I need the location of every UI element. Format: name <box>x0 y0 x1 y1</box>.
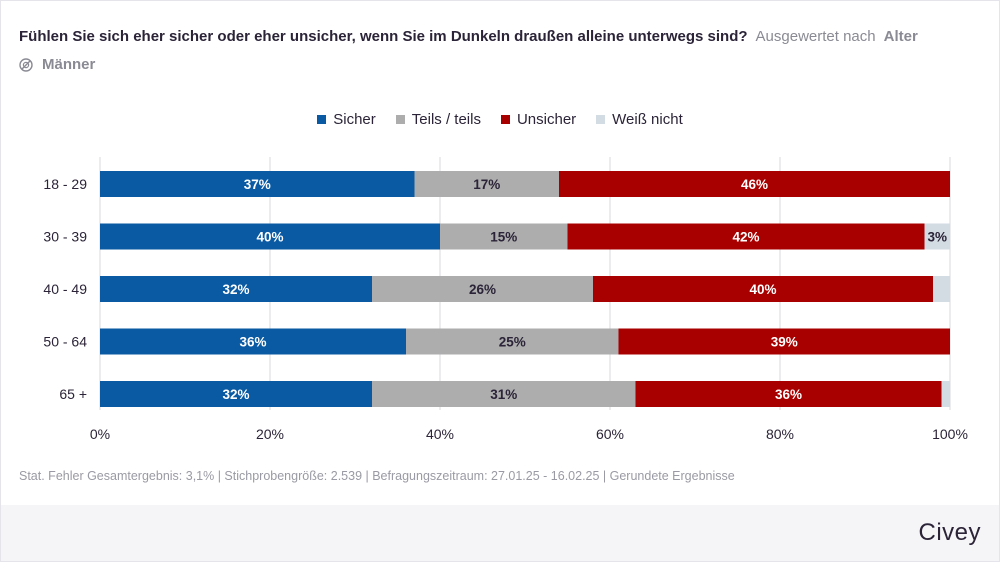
y-category-label: 50 - 64 <box>43 334 87 350</box>
x-tick-label: 40% <box>426 426 454 442</box>
x-tick-label: 20% <box>256 426 284 442</box>
brand-bar: Civey <box>1 505 999 561</box>
data-label: 32% <box>222 387 249 402</box>
data-label: 25% <box>499 335 526 350</box>
bar-segment <box>933 276 950 302</box>
legend-item-teils[interactable]: Teils / teils <box>395 111 481 128</box>
filter-icon <box>19 58 33 72</box>
x-tick-label: 0% <box>90 426 110 442</box>
legend-swatch <box>596 115 606 124</box>
data-label: 36% <box>775 387 802 402</box>
legend-item-unsicher[interactable]: Unsicher <box>500 111 577 128</box>
bar-segment <box>618 328 950 355</box>
y-category-label: 65 + <box>59 386 87 402</box>
footer-note: Stat. Fehler Gesamtergebnis: 3,1% | Stic… <box>19 469 735 483</box>
data-label: 36% <box>239 335 266 350</box>
evaluated-by-label: Ausgewertet nach <box>755 28 876 45</box>
data-label: 32% <box>222 282 249 297</box>
y-category-label: 30 - 39 <box>43 229 87 245</box>
filter-line[interactable]: Männer <box>19 55 980 75</box>
bar-segment <box>593 276 933 302</box>
legend-label: Weiß nicht <box>612 111 683 128</box>
data-label: 26% <box>469 282 496 297</box>
y-category-label: 40 - 49 <box>43 281 87 297</box>
data-label: 40% <box>256 230 283 245</box>
bar-segment <box>100 381 372 407</box>
data-label: 37% <box>244 177 271 192</box>
data-label: 31% <box>490 387 517 402</box>
x-tick-label: 80% <box>766 426 794 442</box>
data-label: 3% <box>927 230 947 245</box>
bar-segment <box>567 223 925 250</box>
bar-segment <box>100 223 440 250</box>
legend: Sicher Teils / teils Unsicher Weiß nicht <box>0 111 1000 128</box>
legend-label: Teils / teils <box>411 111 481 128</box>
bar-segment <box>635 381 942 407</box>
title-line: Fühlen Sie sich eher sicher oder eher un… <box>19 27 980 47</box>
chart-header: Fühlen Sie sich eher sicher oder eher un… <box>19 27 980 75</box>
data-label: 46% <box>741 177 768 192</box>
bar-segment <box>559 171 950 197</box>
civey-logo[interactable]: Civey <box>918 519 981 546</box>
y-category-label: 18 - 29 <box>43 176 87 192</box>
evaluated-by-value[interactable]: Alter <box>883 28 918 45</box>
question-title: Fühlen Sie sich eher sicher oder eher un… <box>19 28 748 45</box>
data-label: 15% <box>490 230 517 245</box>
data-label: 42% <box>732 230 759 245</box>
x-tick-label: 60% <box>596 426 624 442</box>
bar-segment <box>100 171 415 197</box>
data-label: 40% <box>749 282 776 297</box>
x-tick-label: 100% <box>932 426 968 442</box>
filter-label: Männer <box>42 56 96 73</box>
data-label: 39% <box>771 335 798 350</box>
stacked-bar-chart: 0% 20% 40% 60% 80% 100% 18 - 29 37% 17% 46% 30 - 3… <box>43 157 968 442</box>
bar-segment <box>372 276 593 302</box>
bar-segment <box>440 223 568 250</box>
legend-label: Sicher <box>333 111 376 128</box>
legend-swatch <box>317 115 327 124</box>
legend-swatch <box>395 115 405 124</box>
legend-item-sicher[interactable]: Sicher <box>317 111 376 128</box>
data-label: 17% <box>473 177 500 192</box>
bar-segment <box>924 223 950 250</box>
bar-segment <box>100 328 406 355</box>
bar-segment <box>941 381 950 407</box>
bar-segment <box>372 381 636 407</box>
bar-segment <box>414 171 559 197</box>
bar-segment <box>100 276 372 302</box>
bar-segment <box>406 328 619 355</box>
legend-swatch <box>500 115 510 124</box>
legend-label: Unsicher <box>516 111 577 128</box>
legend-item-weiss-nicht[interactable]: Weiß nicht <box>596 111 683 128</box>
